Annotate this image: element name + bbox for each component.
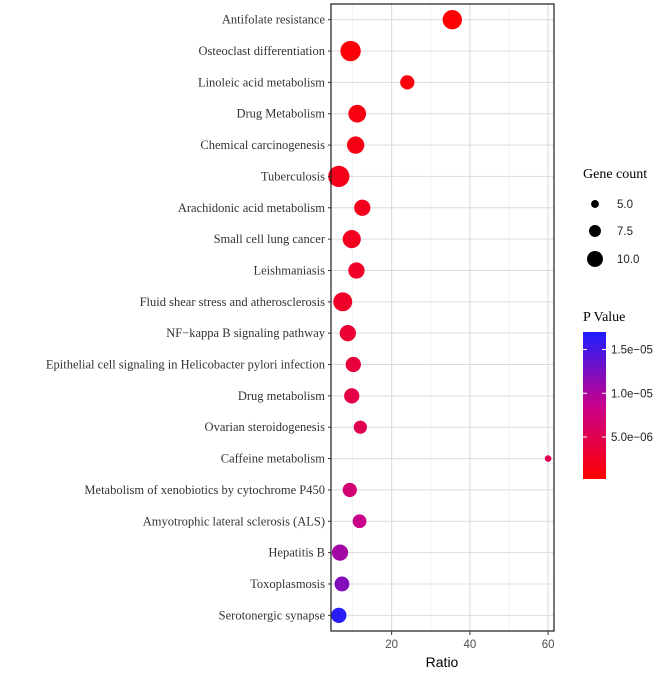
data-point (400, 75, 415, 90)
size-legend-label: 5.0 (617, 199, 633, 211)
category-label: Antifolate resistance (222, 13, 326, 27)
color-legend-bar (583, 332, 606, 479)
x-tick-label: 60 (542, 639, 555, 651)
data-point (544, 455, 552, 462)
data-point (333, 292, 353, 312)
color-legend: P Value 1.5e−05 1.0e−05 5.0e−06 (583, 310, 653, 479)
grid-lines (331, 4, 554, 631)
data-point (345, 356, 361, 373)
size-legend-key (587, 251, 603, 267)
data-point (342, 230, 361, 249)
color-legend-label: 1.0e−05 (611, 388, 653, 400)
size-legend-items: 5.0 7.5 10.0 (587, 199, 639, 267)
category-label: Arachidonic acid metabolism (178, 201, 325, 215)
data-point (331, 607, 347, 623)
category-label: Osteoclast differentiation (199, 44, 326, 58)
category-label: Leishmaniasis (253, 263, 325, 277)
data-point (346, 136, 365, 154)
category-label: Small cell lung cancer (214, 232, 326, 246)
category-label: Drug metabolism (238, 389, 325, 403)
data-points (328, 9, 552, 623)
size-legend-label: 10.0 (617, 254, 639, 266)
size-legend-label: 7.5 (617, 226, 633, 238)
size-legend: Gene count 5.0 7.5 10.0 (583, 167, 647, 267)
data-point (353, 420, 367, 434)
data-point (328, 165, 350, 188)
data-point (340, 40, 361, 62)
category-labels: Antifolate resistance Osteoclast differen… (46, 13, 331, 622)
x-axis-title: Ratio (426, 654, 459, 670)
category-label: Ovarian steroidogenesis (205, 420, 326, 434)
size-legend-key (591, 200, 599, 208)
plot-panel-border (330, 3, 555, 632)
data-point (331, 544, 349, 561)
color-legend-label: 1.5e−05 (611, 345, 653, 357)
data-point (352, 514, 367, 529)
category-label: Hepatitis B (268, 546, 325, 560)
data-point (339, 325, 356, 342)
data-point (348, 104, 367, 123)
x-tick-label: 20 (385, 639, 398, 651)
color-legend-title: P Value (583, 310, 625, 325)
category-label: Fluid shear stress and atherosclerosis (140, 295, 326, 309)
category-label: Metabolism of xenobiotics by cytochrome … (84, 483, 325, 497)
category-label: Tuberculosis (261, 169, 325, 183)
data-point (344, 388, 360, 404)
category-label: Chemical carcinogenesis (200, 138, 325, 152)
data-point (442, 9, 462, 30)
category-label: Serotonergic synapse (219, 608, 326, 622)
data-point (348, 262, 365, 279)
color-legend-ticks: 1.5e−05 1.0e−05 5.0e−06 (583, 345, 653, 444)
category-label: Linoleic acid metabolism (198, 75, 325, 89)
data-point (342, 482, 357, 498)
category-label: NF−kappa B signaling pathway (166, 326, 326, 340)
category-label: Amyotrophic lateral sclerosis (ALS) (143, 514, 325, 528)
category-label: Epithelial cell signaling in Helicobacte… (46, 358, 326, 372)
data-point (334, 576, 350, 592)
size-legend-title: Gene count (583, 167, 647, 182)
x-axis: 20 40 60 (385, 631, 555, 651)
category-label: Caffeine metabolism (221, 452, 326, 466)
color-legend-label: 5.0e−06 (611, 432, 653, 444)
data-point (354, 199, 371, 216)
x-tick-label: 40 (463, 639, 476, 651)
category-label: Toxoplasmosis (250, 577, 325, 591)
size-legend-key (589, 225, 601, 237)
category-label: Drug Metabolism (236, 107, 325, 121)
